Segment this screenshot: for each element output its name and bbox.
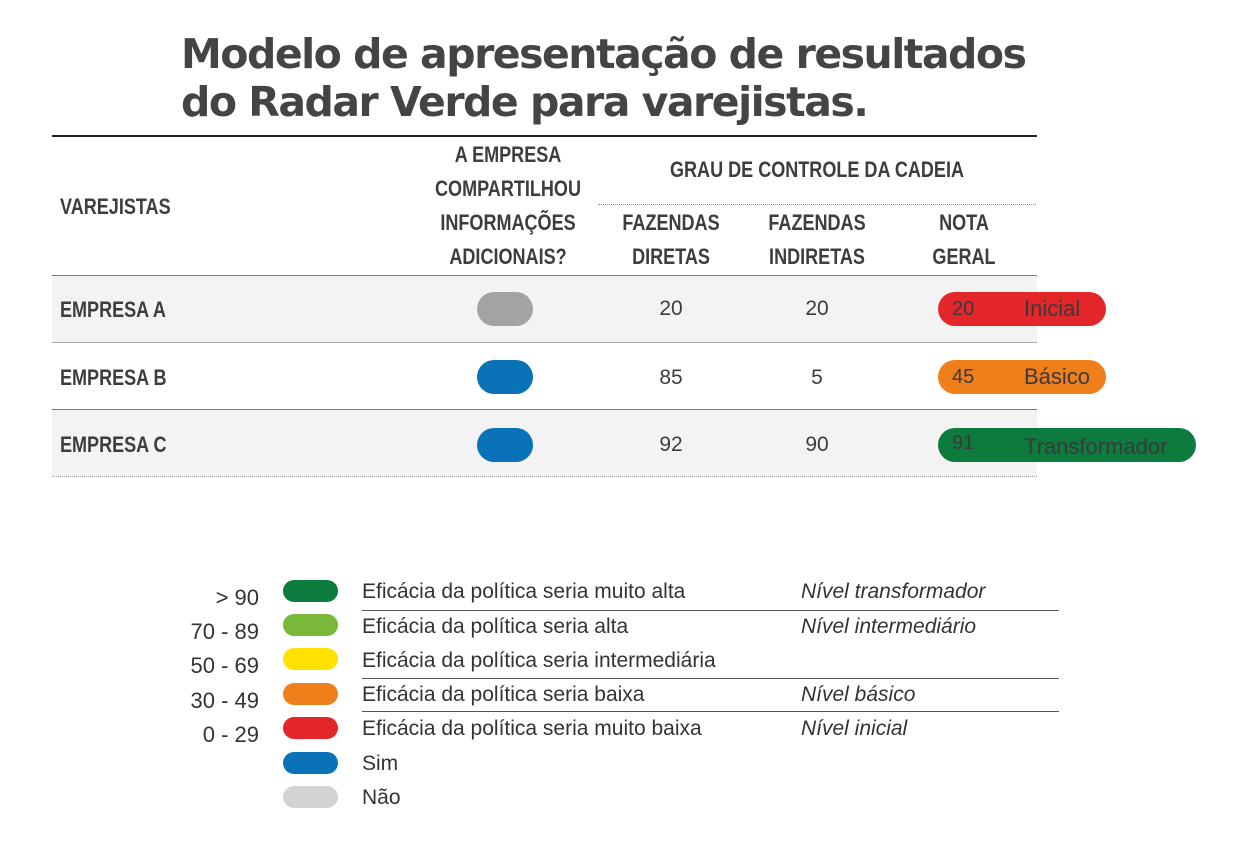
table-row bbox=[52, 410, 1037, 476]
title-line-1: Modelo de apresentação de resultados bbox=[181, 30, 1027, 78]
table-bottom-rule bbox=[52, 476, 1037, 477]
fazendas-indiretas-value: 20 bbox=[805, 297, 829, 320]
shared-indicator bbox=[477, 292, 533, 326]
fazendas-indiretas-value: 90 bbox=[805, 433, 829, 456]
header-compartilhou-line-4: ADICIONAIS? bbox=[449, 244, 567, 269]
legend-level: Nível básico bbox=[801, 683, 916, 706]
row-name: EMPRESA C bbox=[60, 432, 167, 457]
legend-text: Eficácia da política seria alta bbox=[362, 615, 629, 638]
legend-text: Eficácia da política seria intermediária bbox=[362, 649, 716, 672]
title-line-2: do Radar Verde para varejistas. bbox=[181, 78, 869, 126]
legend-range: 30 - 49 bbox=[190, 688, 260, 713]
header-compartilhou-line-2: COMPARTILHOU bbox=[435, 176, 581, 201]
header-diretas-line-2: DIRETAS bbox=[632, 244, 710, 269]
nota-geral-level: Transformador bbox=[1024, 434, 1168, 459]
header-nota-line-1: NOTA bbox=[939, 210, 989, 235]
fazendas-diretas-value: 20 bbox=[659, 297, 683, 320]
header-diretas-line-1: FAZENDAS bbox=[622, 210, 720, 235]
header-grau-controle-label: GRAU DE CONTROLE DA CADEIA bbox=[670, 157, 964, 182]
header-compartilhou: A EMPRESA COMPARTILHOU INFORMAÇÕES ADICI… bbox=[398, 138, 618, 274]
header-compartilhou-line-3: INFORMAÇÕES bbox=[440, 210, 576, 235]
legend-level: Nível inicial bbox=[801, 717, 908, 740]
legend-swatch-dark-green bbox=[283, 580, 338, 602]
header-bottom-rule bbox=[52, 275, 1037, 276]
legend-level: Nível intermediário bbox=[801, 615, 977, 638]
legend-range: 50 - 69 bbox=[190, 653, 260, 678]
nota-geral-badge: 91 Transformador bbox=[938, 428, 1196, 462]
shared-indicator bbox=[477, 360, 533, 394]
legend-text: Eficácia da política seria baixa bbox=[362, 683, 645, 706]
fazendas-diretas-value: 85 bbox=[659, 366, 683, 389]
legend-text: Não bbox=[362, 786, 401, 809]
fazendas-indiretas-value: 5 bbox=[811, 366, 823, 389]
legend-range: 70 - 89 bbox=[190, 619, 260, 644]
page-title: Modelo de apresentação de resultados do … bbox=[181, 30, 1081, 126]
row-divider bbox=[52, 342, 1037, 343]
header-fazendas-diretas: FAZENDAS DIRETAS bbox=[611, 206, 731, 274]
legend-swatch-blue bbox=[283, 752, 338, 774]
header-indiretas-line-1: FAZENDAS bbox=[768, 210, 866, 235]
header-fazendas-indiretas: FAZENDAS INDIRETAS bbox=[752, 206, 882, 274]
shared-indicator bbox=[477, 428, 533, 462]
legend-range: > 90 bbox=[215, 585, 259, 610]
legend-level: Nível transformador bbox=[801, 580, 986, 603]
nota-geral-value: 91 bbox=[952, 432, 975, 454]
header-grau-underline bbox=[598, 204, 1036, 205]
table-row bbox=[52, 276, 1037, 342]
header-varejistas: VAREJISTAS bbox=[60, 194, 171, 219]
nota-geral-level: Inicial bbox=[1024, 296, 1081, 321]
header-compartilhou-line-1: A EMPRESA bbox=[454, 142, 562, 167]
legend-text: Eficácia da política seria muito alta bbox=[362, 580, 686, 603]
header-indiretas-line-2: INDIRETAS bbox=[769, 244, 865, 269]
legend-swatch-light-green bbox=[283, 614, 338, 636]
row-name: EMPRESA B bbox=[60, 365, 167, 390]
header-grau-controle: GRAU DE CONTROLE DA CADEIA bbox=[598, 153, 1036, 187]
legend-range: 0 - 29 bbox=[202, 722, 259, 747]
legend-swatch-grey bbox=[283, 786, 338, 808]
row-name: EMPRESA A bbox=[60, 297, 166, 322]
legend-swatch-yellow bbox=[283, 648, 338, 670]
legend-separator bbox=[362, 610, 1059, 611]
table-top-rule bbox=[52, 135, 1037, 137]
legend-text: Sim bbox=[362, 752, 399, 775]
fazendas-diretas-value: 92 bbox=[659, 433, 683, 456]
header-nota-line-2: GERAL bbox=[932, 244, 996, 269]
nota-geral-badge: 45 Básico bbox=[938, 360, 1106, 394]
nota-geral-badge: 20 Inicial bbox=[938, 292, 1106, 326]
nota-geral-value: 45 bbox=[952, 366, 975, 388]
legend-separator bbox=[362, 678, 1059, 679]
row-divider bbox=[52, 409, 1037, 410]
legend-text: Eficácia da política seria muito baixa bbox=[362, 717, 702, 740]
nota-geral-level: Básico bbox=[1024, 364, 1091, 389]
nota-geral-value: 20 bbox=[952, 298, 975, 320]
legend-separator bbox=[362, 711, 1059, 712]
legend-swatch-orange bbox=[283, 683, 338, 705]
header-nota-geral: NOTA GERAL bbox=[914, 206, 1014, 274]
legend-swatch-red bbox=[283, 717, 338, 739]
